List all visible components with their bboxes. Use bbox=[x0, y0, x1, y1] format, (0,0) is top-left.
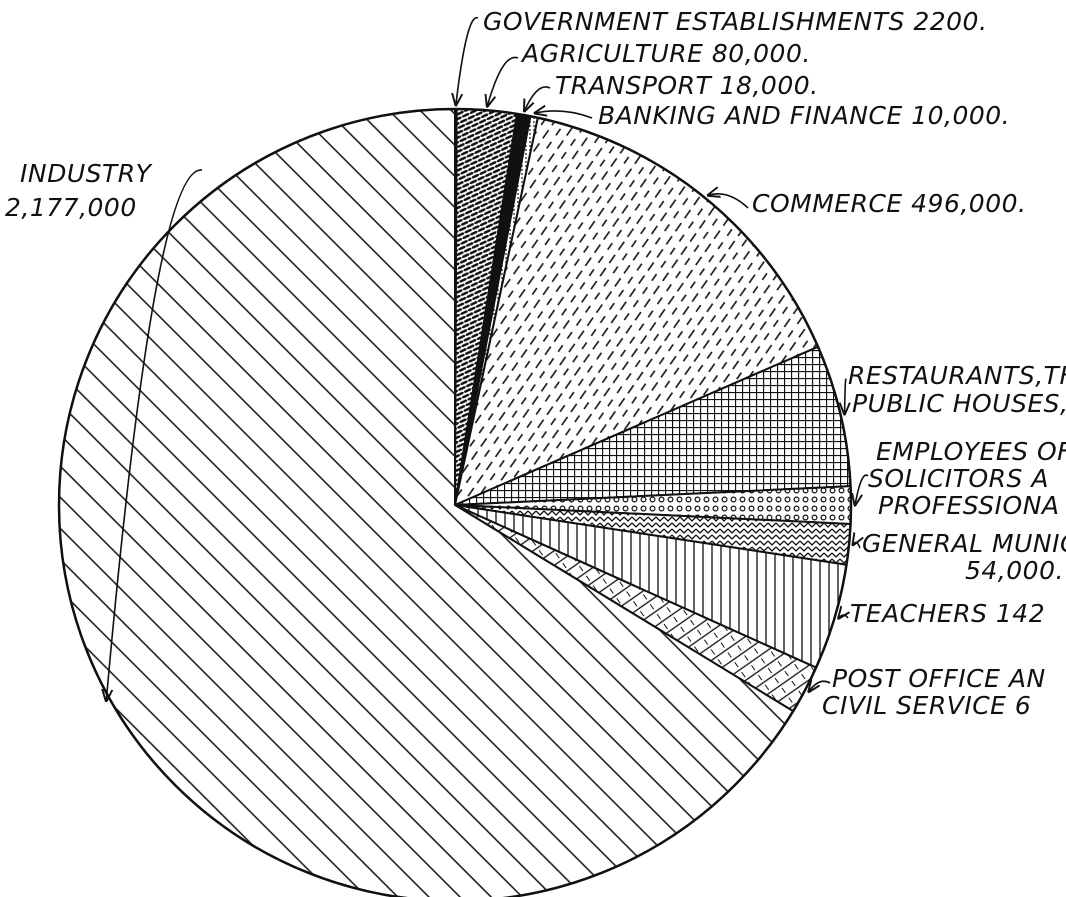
label-arrow bbox=[487, 56, 519, 106]
slice-label: PROFESSIONA bbox=[878, 491, 1060, 520]
slice-label: TRANSPORT 18,000. bbox=[555, 71, 819, 100]
label-arrow bbox=[535, 111, 593, 119]
slice-label: GENERAL MUNIC bbox=[862, 529, 1066, 558]
slice-label: EMPLOYEES OF bbox=[876, 437, 1066, 466]
label-arrow bbox=[845, 378, 846, 414]
slice-label: CIVIL SERVICE 6 bbox=[822, 691, 1031, 720]
slice-label: INDUSTRY bbox=[20, 159, 153, 188]
label-arrow bbox=[456, 16, 479, 105]
pie-outline bbox=[57, 107, 853, 897]
label-arrow bbox=[853, 542, 860, 549]
label-arrow bbox=[839, 615, 848, 618]
label-arrow bbox=[106, 169, 203, 701]
slice-label: BANKING AND FINANCE 10,000. bbox=[598, 101, 1010, 130]
label-arrow bbox=[524, 86, 551, 111]
slice-label: 54,000. bbox=[965, 556, 1064, 585]
slice-label: TEACHERS 142 bbox=[850, 599, 1045, 628]
slice-label: COMMERCE 496,000. bbox=[752, 189, 1026, 218]
slice-label: GOVERNMENT ESTABLISHMENTS 2200. bbox=[483, 7, 987, 36]
label-arrow bbox=[855, 474, 869, 505]
slice-label: AGRICULTURE 80,000. bbox=[520, 39, 811, 68]
slice-label: 2,177,000 bbox=[5, 193, 137, 222]
slice-label: POST OFFICE AN bbox=[832, 664, 1046, 693]
slice-label: RESTAURANTS,TH bbox=[848, 361, 1066, 390]
label-arrow bbox=[809, 681, 831, 691]
label-arrow bbox=[708, 194, 749, 209]
slice-label: SOLICITORS A bbox=[868, 464, 1049, 493]
slice-label: PUBLIC HOUSES, bbox=[852, 389, 1066, 418]
